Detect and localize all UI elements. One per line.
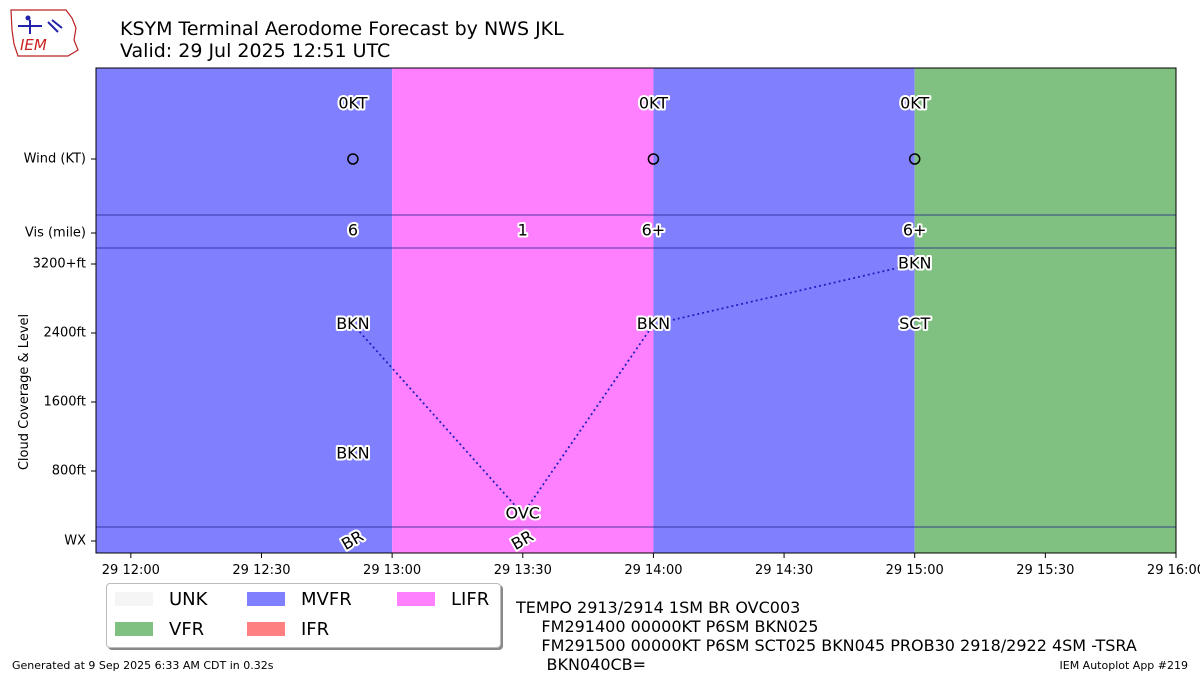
chart-titles: KSYM Terminal Aerodome Forecast by NWS J… [120, 18, 564, 62]
legend-swatch [247, 622, 285, 636]
wind-calm-marker [908, 153, 921, 165]
visibility-label: 1 [518, 221, 528, 240]
y-axis: Wind (KT) Vis (mile) 3200+ft 2400ft 1600ft 80… [24, 152, 96, 549]
visibility-label: 6 [348, 221, 358, 240]
y-axis-label: Cloud Coverage & Level [17, 314, 32, 470]
x-tick-label: 29 12:00 [102, 563, 160, 578]
x-tick-label: 29 14:00 [624, 563, 682, 578]
wind-calm-marker [347, 153, 359, 165]
legend-swatch [115, 592, 153, 606]
app-credit: IEM Autoplot App #219 [1059, 659, 1189, 672]
legend-label: VFR [169, 618, 205, 640]
cloud-cover-label: BKN [336, 443, 369, 462]
cloud-cover-label: OVC [506, 504, 540, 523]
plot-frame [95, 67, 1177, 554]
legend-item-mvfr: MVFR [247, 588, 352, 610]
y-tick-label-cloud: 1600ft [43, 395, 86, 410]
legend-item-lifr: LIFR [397, 588, 489, 610]
legend-label: UNK [169, 588, 208, 610]
x-tick-label: 29 13:00 [363, 563, 421, 578]
x-tick-label: 29 15:00 [886, 563, 944, 578]
category-band-mvfr [653, 68, 915, 553]
x-tick-label: 29 13:30 [494, 563, 552, 578]
wind-calm-marker [647, 153, 660, 165]
x-tick-label: 29 15:30 [1016, 563, 1074, 578]
visibility-label: 6+ [903, 221, 927, 240]
wind-speed-label: 0KT [338, 94, 367, 113]
y-tick-label-wind: Wind (KT) [24, 152, 86, 167]
x-tick-label: 29 16:00 [1147, 563, 1200, 578]
legend-item-vfr: VFR [115, 618, 204, 640]
category-band-vfr [914, 68, 1176, 553]
y-tick-label-cloud: 800ft [52, 464, 86, 479]
raw-taf-text: TEMPO 2913/2914 1SM BR OVC003 FM291400 0… [516, 598, 1137, 674]
legend-item-ifr: IFR [247, 618, 329, 640]
legend-swatch [247, 592, 285, 606]
cloud-cover-label: BKN [336, 314, 369, 333]
legend-swatch [115, 622, 153, 636]
cloud-cover-label: SCT [899, 314, 930, 333]
visibility-label: 6+ [642, 221, 666, 240]
category-band-mvfr [96, 68, 393, 553]
legend: UNK MVFR LIFR VFR IFR [106, 583, 501, 648]
x-tick-label: 29 12:30 [232, 563, 290, 578]
cloud-cover-label: BKN [637, 314, 670, 333]
x-axis: 29 12:00 29 12:30 29 13:00 29 13:30 29 14:00… [102, 553, 1200, 578]
chart-title: KSYM Terminal Aerodome Forecast by NWS J… [120, 18, 564, 40]
svg-text:IEM: IEM [20, 36, 47, 54]
y-tick-label-cloud: 2400ft [43, 326, 86, 341]
x-tick-label: 29 14:30 [755, 563, 813, 578]
cloud-cover-label: BKN [898, 254, 931, 273]
category-bands [96, 68, 1176, 553]
row-dividers [96, 214, 1176, 528]
generated-timestamp: Generated at 9 Sep 2025 6:33 AM CDT in 0… [12, 659, 274, 672]
y-tick-label-cloud: 3200+ft [33, 257, 86, 272]
chart-subtitle: Valid: 29 Jul 2025 12:51 UTC [120, 40, 391, 62]
legend-label: LIFR [451, 588, 490, 610]
legend-swatch [397, 592, 435, 606]
legend-item-unk: UNK [115, 588, 207, 610]
legend-label: MVFR [301, 588, 352, 610]
wind-speed-label: 0KT [639, 94, 668, 113]
wind-speed-label: 0KT [900, 94, 929, 113]
y-tick-label-vis: Vis (mile) [25, 226, 86, 241]
iem-logo: IEM [10, 9, 79, 57]
legend-label: IFR [301, 618, 330, 640]
category-band-lifr [392, 68, 654, 553]
y-tick-label-wx: WX [64, 534, 86, 549]
